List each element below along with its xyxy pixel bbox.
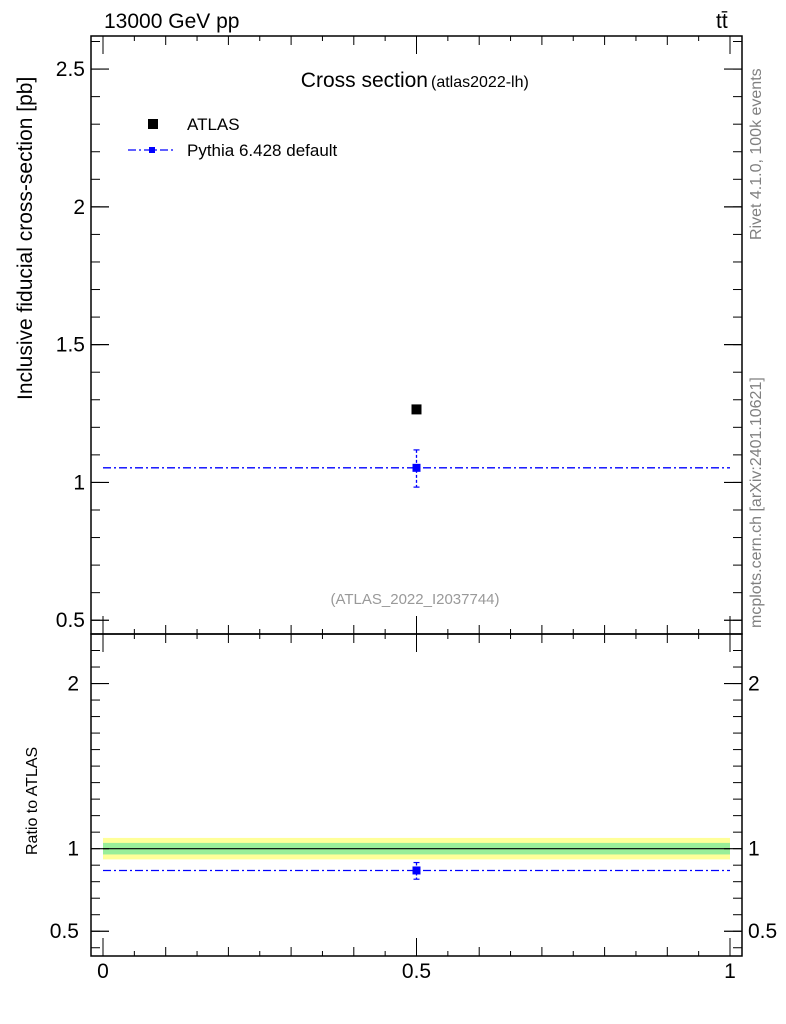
ratio-y-tick-label-left: 1 [67,838,79,861]
legend-marker-pythia [149,147,155,153]
mcplots-label: mcplots.cern.ch [arXiv:2401.10621] [748,377,765,628]
main-y-axis-label: Inclusive fiducial cross-section [pb] [14,77,37,400]
ratio-pythia-point [412,866,421,875]
x-tick-label: 1 [724,960,736,983]
main-panel: 0.5 1 1.5 2 2.5 Cross section (atlas2022-lh)… [14,35,743,635]
process-label: tt̄ [716,10,728,33]
ratio-panel: 0.5 0.5 1 1 2 2 0 0.5 1 Ratio to ATLAS [24,633,777,983]
ratio-y-axis-label: Ratio to ATLAS [24,747,41,855]
legend-label-atlas: ATLAS [187,115,240,134]
pythia-point [412,463,421,472]
legend-label-pythia: Pythia 6.428 default [187,141,338,160]
analysis-label: (ATLAS_2022_I2037744) [330,591,499,608]
ratio-y-tick-label-right: 1 [748,838,760,861]
energy-label: 13000 GeV pp [104,10,239,33]
ratio-y-tick-label-right: 2 [748,673,760,696]
main-y-tick-label: 2 [73,196,85,219]
main-y-tick-label: 1.5 [56,334,85,357]
ratio-y-tick-label-right: 0.5 [748,920,777,943]
x-tick-label: 0.5 [402,960,431,983]
main-title-sub: (atlas2022-lh) [431,74,529,91]
ratio-y-tick-label-left: 2 [67,673,79,696]
x-tick-label: 0 [97,960,109,983]
main-y-tick-label: 0.5 [56,609,85,632]
legend-marker-atlas [148,119,158,129]
main-y-tick-label: 1 [73,471,85,494]
atlas-point [411,404,422,415]
main-y-tick-label: 2.5 [56,58,85,81]
main-title: Cross section [301,69,428,92]
ratio-y-tick-label-left: 0.5 [50,920,79,943]
rivet-version-label: Rivet 4.1.0, 100k events [748,68,765,240]
ratio-plot-frame [90,633,743,957]
legend: ATLAS Pythia 6.428 default [128,115,338,160]
